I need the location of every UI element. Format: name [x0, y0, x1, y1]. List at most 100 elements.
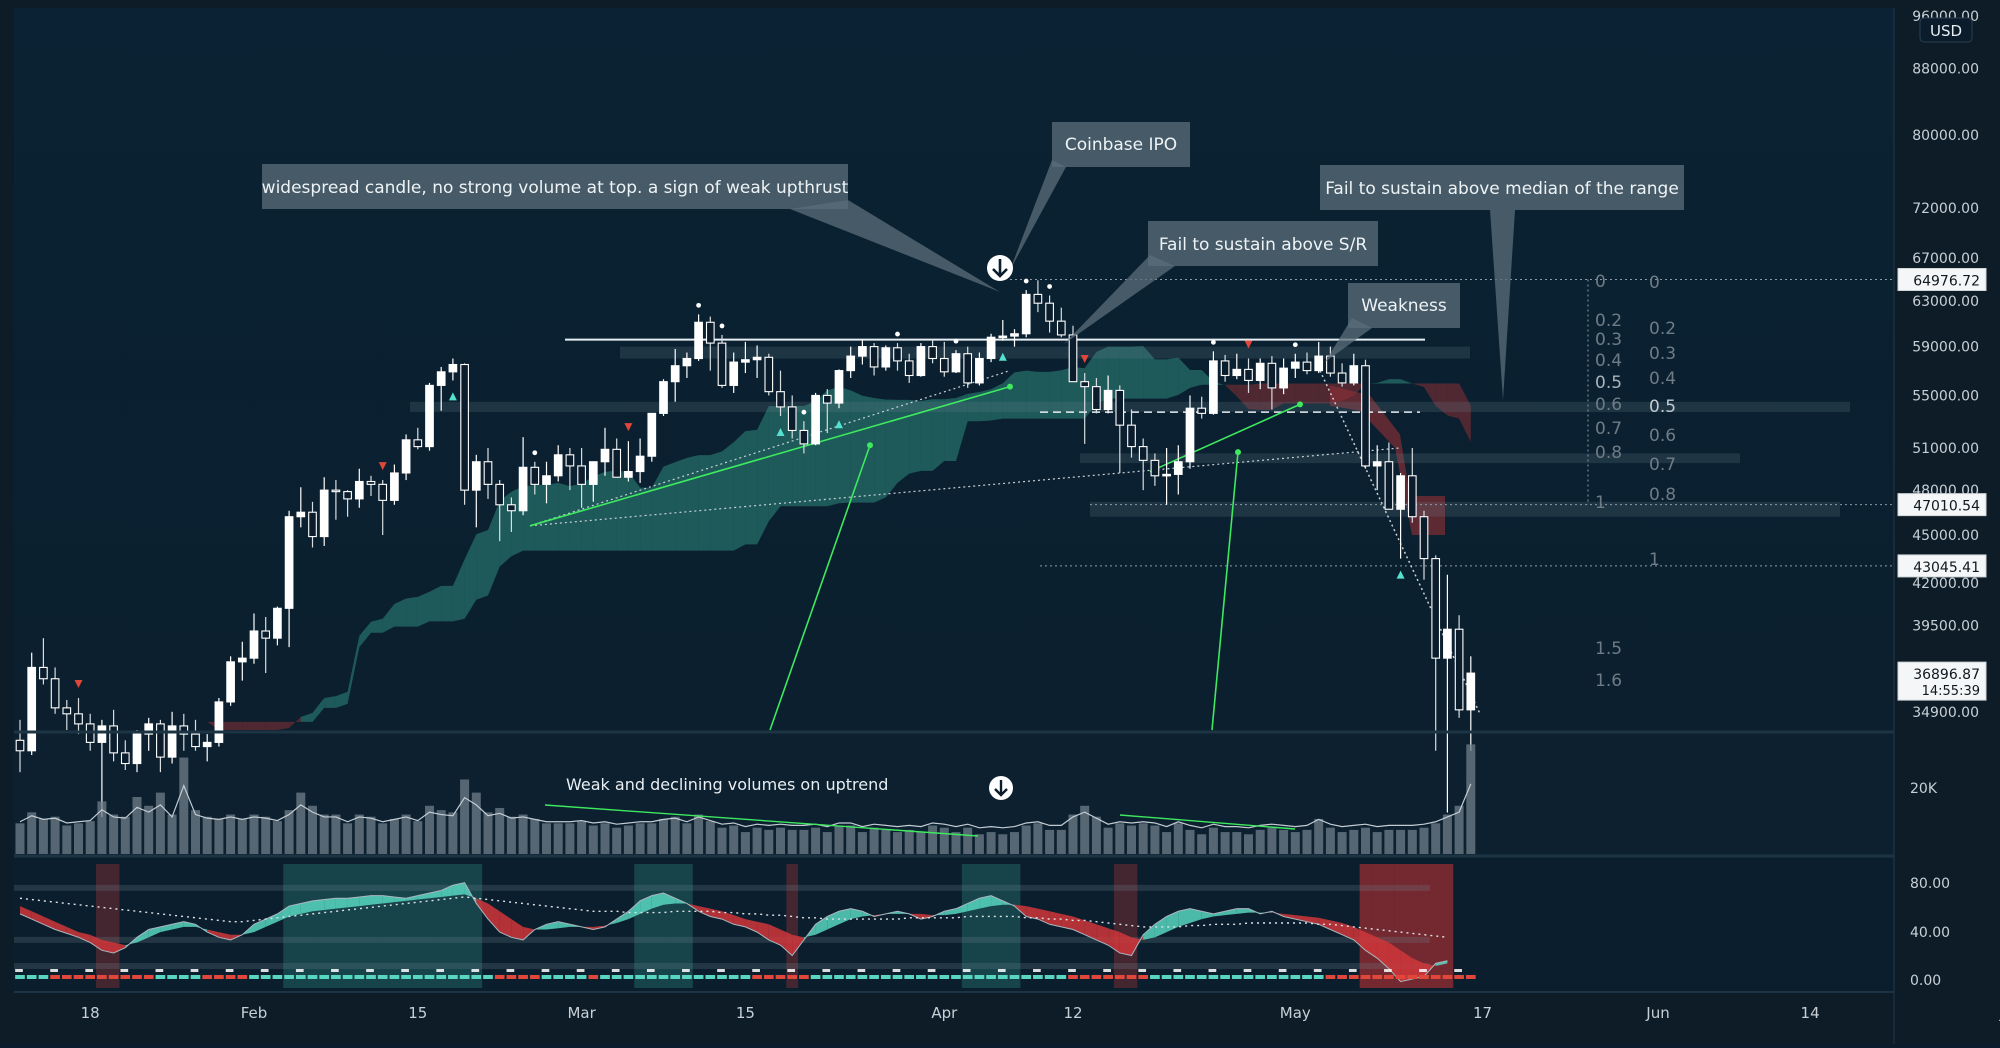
osc-signal-strip: [565, 975, 575, 979]
fib-level-left: 0.3: [1595, 330, 1622, 350]
osc-fill-segment: [1143, 924, 1155, 940]
volume-bar: [1010, 832, 1019, 854]
osc-fill-segment: [1400, 950, 1413, 982]
candle-down: [869, 346, 879, 368]
ichimoku-cloud-segment: [757, 405, 769, 545]
price-label-sub: 14:55:39: [1922, 684, 1980, 699]
osc-signal-strip: [810, 975, 821, 979]
fib-level-right: 0.7: [1649, 455, 1676, 475]
osc-fill-segment: [663, 893, 676, 905]
volume-bar: [1162, 832, 1172, 854]
osc-fill-segment: [1096, 924, 1109, 946]
candle-up: [553, 454, 563, 477]
osc-strip-mark: [541, 969, 550, 972]
volume-bar: [85, 821, 95, 854]
osc-signal-strip: [717, 975, 727, 979]
ichimoku-cloud-segment: [1108, 346, 1120, 399]
callout-box: [1052, 122, 1190, 167]
osc-strip-mark: [120, 969, 129, 972]
ichimoku-cloud-segment: [1459, 383, 1471, 442]
candle-up: [518, 466, 528, 512]
osc-signal-strip: [1150, 975, 1160, 979]
volume-bar: [425, 805, 434, 854]
ichimoku-cloud-segment: [991, 383, 1003, 421]
candle-down: [1267, 362, 1277, 389]
volume-bar: [1302, 829, 1312, 854]
ichimoku-cloud-segment: [534, 484, 547, 551]
osc-signal-strip: [73, 975, 84, 979]
candle-up: [741, 359, 750, 363]
osc-fill-segment: [558, 921, 570, 929]
osc-signal-strip: [506, 975, 517, 979]
osc-bear-band: [107, 864, 120, 988]
osc-signal-strip: [1138, 975, 1149, 979]
osc-signal-strip: [997, 975, 1008, 979]
osc-fill-segment: [1295, 915, 1307, 922]
osc-signal-strip: [38, 975, 49, 979]
ichimoku-cloud-segment: [335, 691, 348, 708]
volume-bar: [1056, 829, 1066, 854]
osc-fill-segment: [1388, 942, 1401, 982]
osc-signal-strip: [1395, 975, 1406, 979]
osc-bull-band: [470, 864, 483, 988]
osc-fill-segment: [406, 895, 418, 901]
candle-up: [425, 384, 434, 448]
osc-fill-segment: [1225, 908, 1237, 916]
candle-down: [120, 752, 130, 765]
green-arrow-line: [1211, 451, 1239, 731]
osc-fill-segment: [1283, 913, 1296, 920]
annotation-text: Weakness: [1361, 296, 1447, 316]
callout-box: [1148, 221, 1378, 266]
volume-bar: [460, 779, 470, 854]
osc-fill-segment: [511, 919, 524, 940]
osc-signal-strip: [728, 975, 739, 979]
volume-bar: [518, 814, 528, 854]
osc-signal-strip: [1384, 975, 1394, 979]
osc-signal-strip: [1419, 975, 1429, 979]
osc-bear-band: [786, 864, 799, 988]
osc-signal-strip: [214, 975, 224, 979]
volume-bar: [331, 814, 341, 854]
osc-strip-mark: [682, 969, 690, 972]
candle-down: [928, 346, 937, 360]
volume-axis-label: 20K: [1910, 781, 1938, 797]
osc-fill-segment: [382, 895, 395, 904]
candle-down: [179, 725, 189, 735]
volume-bar: [928, 825, 938, 854]
pivot-dot: [801, 409, 807, 415]
candle-up: [202, 741, 212, 748]
fib-level-left: 0.7: [1595, 419, 1622, 439]
osc-axis-label: 0.00: [1910, 973, 1941, 989]
volume-bar: [1372, 832, 1382, 854]
osc-signal-strip: [705, 975, 716, 979]
osc-fill-segment: [324, 898, 336, 910]
osc-strip-mark: [717, 969, 725, 972]
volume-bar: [471, 792, 481, 854]
osc-fill-segment: [300, 900, 313, 914]
candle-down: [1431, 558, 1441, 659]
arrow-head: [1235, 449, 1241, 456]
volume-bar: [15, 823, 25, 854]
candle-down: [1302, 361, 1312, 372]
fib-level-left: 0.4: [1595, 351, 1622, 371]
annotation-text: Fail to sustain above S/R: [1159, 235, 1367, 255]
candle-down: [156, 723, 165, 758]
fib-level-left: 1.5: [1595, 639, 1622, 659]
volume-bar: [623, 825, 633, 854]
volume-bar: [542, 823, 551, 854]
ichimoku-cloud-segment: [932, 399, 945, 471]
ichimoku-cloud-segment: [1365, 382, 1378, 384]
candle-down: [1068, 334, 1078, 383]
osc-strip-mark: [822, 969, 831, 972]
osc-signal-strip: [682, 975, 692, 979]
x-axis-tick-label: Feb: [241, 1004, 268, 1022]
buy-signal-marker: [448, 392, 457, 401]
osc-fill-segment: [148, 926, 161, 938]
osc-fill-segment: [1178, 908, 1190, 927]
osc-bear-band: [1383, 864, 1395, 988]
candle-up: [1396, 475, 1405, 510]
volume-bar: [998, 834, 1008, 854]
volume-bar: [167, 814, 177, 854]
osc-bull-band: [973, 864, 986, 988]
osc-bear-band: [1394, 864, 1407, 988]
